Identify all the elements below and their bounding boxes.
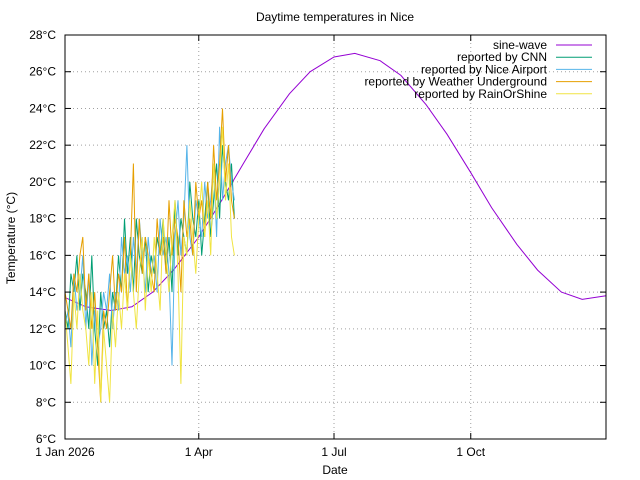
y-tick-label: 14°C bbox=[29, 285, 56, 299]
y-tick-label: 24°C bbox=[29, 101, 56, 115]
y-tick-label: 28°C bbox=[29, 28, 56, 42]
x-tick-label: 1 Jul bbox=[321, 445, 346, 459]
x-tick-label: 1 Oct bbox=[456, 445, 485, 459]
y-tick-label: 26°C bbox=[29, 65, 56, 79]
legend-label: sine-wave bbox=[493, 38, 547, 52]
y-tick-label: 20°C bbox=[29, 175, 56, 189]
series-lines bbox=[64, 52, 607, 403]
series-line-reported-by-weather-underground bbox=[64, 108, 235, 403]
x-tick-label: 1 Apr bbox=[185, 445, 213, 459]
y-tick-label: 12°C bbox=[29, 322, 56, 336]
y-tick-label: 6°C bbox=[36, 432, 56, 446]
y-tick-label: 16°C bbox=[29, 248, 56, 262]
legend-label: reported by CNN bbox=[457, 50, 547, 64]
y-tick-label: 22°C bbox=[29, 138, 56, 152]
legend-label: reported by Nice Airport bbox=[421, 62, 548, 76]
y-axis-label: Temperature (°C) bbox=[4, 192, 18, 284]
grid bbox=[65, 35, 606, 439]
legend-label: reported by Weather Underground bbox=[364, 75, 547, 89]
series-line-sine-wave bbox=[64, 52, 607, 312]
y-tick-label: 8°C bbox=[36, 395, 56, 409]
series-line-reported-by-rainorshine bbox=[64, 126, 235, 403]
y-tick-label: 10°C bbox=[29, 359, 56, 373]
x-tick-label: 1 Jan 2026 bbox=[35, 445, 95, 459]
y-tick-label: 18°C bbox=[29, 212, 56, 226]
axis-ticks: 6°C 8°C 10°C 12°C 14°C 16°C 18°C 20°C 22°C 24°C 26… bbox=[29, 28, 606, 459]
x-axis-label: Date bbox=[322, 463, 348, 477]
plot-frame bbox=[64, 34, 607, 440]
chart-title: Daytime temperatures in Nice bbox=[256, 10, 414, 24]
legend-label: reported by RainOrShine bbox=[414, 87, 547, 101]
